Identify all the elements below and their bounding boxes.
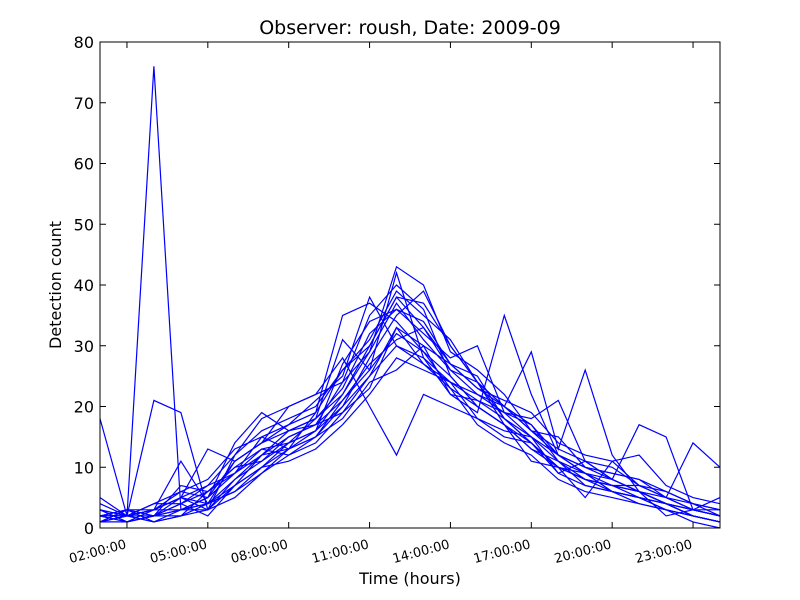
series-line-14: [100, 326, 721, 529]
series-line-17: [99, 345, 721, 523]
x-tick-label: 05:00:00: [149, 537, 209, 567]
x-tick-label: 14:00:00: [391, 537, 451, 567]
y-tick-label: 10: [74, 458, 94, 477]
series-line-9: [99, 290, 721, 523]
x-tick-label: 20:00:00: [553, 537, 613, 567]
series-line-19: [100, 296, 721, 523]
x-tick-label: 23:00:00: [634, 537, 694, 567]
series-line-10: [99, 344, 721, 523]
series-layer: [99, 66, 721, 529]
series-line-12: [99, 357, 721, 523]
series-line-8: [99, 265, 720, 523]
series-line-18: [99, 308, 721, 523]
series-line-20: [99, 332, 721, 523]
series-line-6: [99, 295, 721, 523]
y-tick-label: 20: [74, 398, 94, 417]
x-axis-label: Time (hours): [358, 569, 461, 588]
x-tick-label: 17:00:00: [472, 537, 532, 567]
y-tick-label: 60: [74, 155, 94, 174]
x-tick-label: 11:00:00: [310, 537, 370, 567]
y-tick-label: 80: [74, 33, 94, 52]
y-tick-label: 50: [74, 215, 94, 234]
y-tick-label: 40: [74, 276, 94, 295]
series-line-7: [99, 308, 721, 523]
x-tick-label: 02:00:00: [68, 537, 128, 567]
chart-title: Observer: roush, Date: 2009-09: [259, 17, 561, 39]
y-tick-label: 30: [74, 337, 94, 356]
plot-frame: [99, 41, 721, 529]
series-line-13: [99, 302, 721, 517]
series-line-16: [100, 302, 721, 523]
x-tick-label: 08:00:00: [229, 537, 289, 567]
y-axis-label: Detection count: [46, 221, 65, 349]
tick-layer: 0 10 20 30 40 50 60 70 80 02:00:00 05:00:00 08:00:0…: [68, 33, 720, 567]
series-line-2: [99, 290, 721, 523]
y-tick-label: 70: [74, 94, 94, 113]
y-tick-label: 0: [84, 519, 94, 538]
